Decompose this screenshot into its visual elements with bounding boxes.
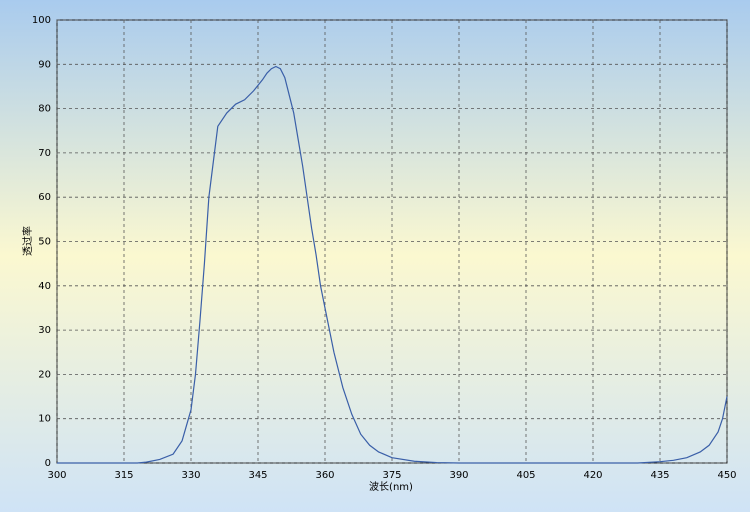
x-tick-label: 345	[248, 470, 267, 481]
data-line	[57, 65, 728, 464]
y-tick-label: 60	[38, 192, 51, 203]
x-tick-label: 330	[181, 470, 200, 481]
x-tick-label: 450	[717, 470, 736, 481]
x-tick-label: 435	[650, 470, 669, 481]
x-tick-label: 405	[516, 470, 535, 481]
y-axis-label: 透过率	[21, 226, 34, 256]
x-tick-label: 420	[583, 470, 602, 481]
y-tick-label: 10	[38, 414, 51, 425]
x-tick-label: 300	[47, 470, 66, 481]
y-tick-label: 100	[32, 15, 51, 26]
x-axis-label: 波长(nm)	[369, 480, 413, 493]
y-tick-label: 80	[38, 104, 51, 115]
y-tick-label: 40	[38, 281, 51, 292]
y-tick-label: 50	[38, 237, 51, 248]
x-tick-label: 375	[382, 470, 401, 481]
x-tick-label: 315	[114, 470, 133, 481]
x-tick-label: 360	[315, 470, 334, 481]
x-tick-label: 390	[449, 470, 468, 481]
y-tick-label: 0	[45, 458, 51, 469]
y-tick-label: 30	[38, 325, 51, 336]
y-tick-label: 90	[38, 59, 51, 70]
y-tick-label: 70	[38, 148, 51, 159]
y-tick-label: 20	[38, 369, 51, 380]
